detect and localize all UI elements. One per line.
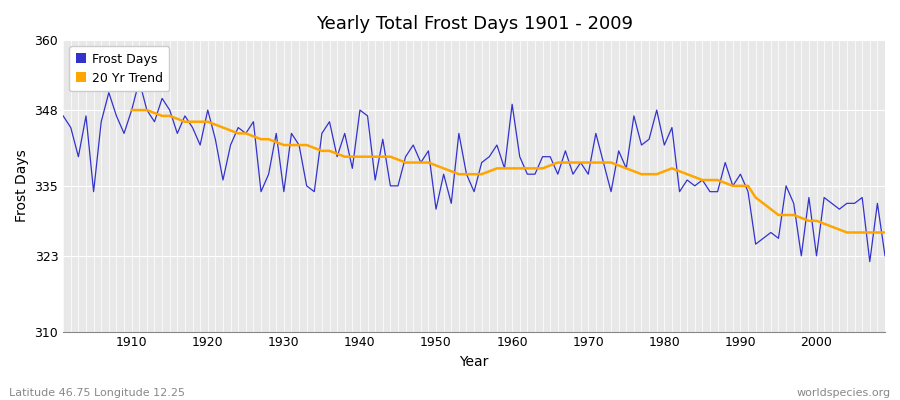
Text: worldspecies.org: worldspecies.org xyxy=(796,388,891,398)
Legend: Frost Days, 20 Yr Trend: Frost Days, 20 Yr Trend xyxy=(69,46,169,91)
Title: Yearly Total Frost Days 1901 - 2009: Yearly Total Frost Days 1901 - 2009 xyxy=(316,15,633,33)
X-axis label: Year: Year xyxy=(459,355,489,369)
Text: Latitude 46.75 Longitude 12.25: Latitude 46.75 Longitude 12.25 xyxy=(9,388,185,398)
Y-axis label: Frost Days: Frost Days xyxy=(15,150,29,222)
